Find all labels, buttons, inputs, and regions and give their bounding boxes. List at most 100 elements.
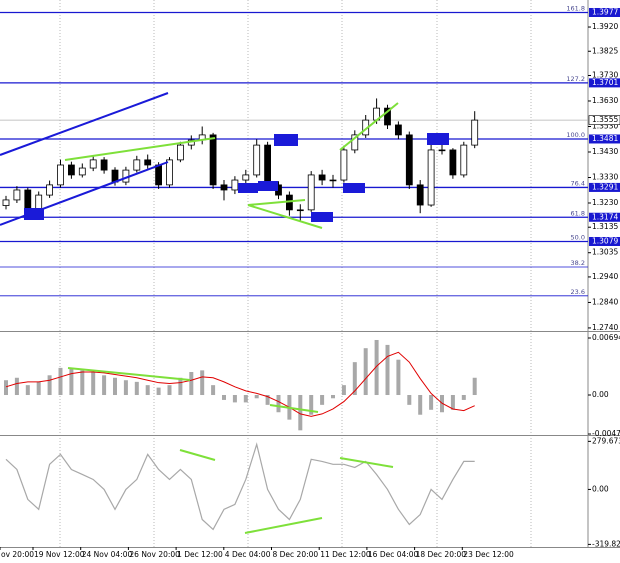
zone-box	[427, 133, 449, 145]
candle-body	[264, 144, 272, 186]
macd-bar	[352, 362, 357, 396]
price-box-label: 1.3977	[592, 7, 618, 16]
y-tick-label: 0.00	[592, 390, 609, 399]
macd-bar	[4, 380, 8, 396]
price-box	[589, 78, 620, 88]
y-tick-label: 1.3430	[592, 147, 618, 156]
candle-body	[166, 159, 173, 186]
divergence-line	[339, 102, 399, 151]
candle-body	[449, 149, 457, 176]
candle-body	[144, 159, 152, 166]
last-price-label: 1.3555	[592, 115, 618, 124]
y-tick-label: 1.3230	[592, 198, 618, 207]
macd-bar	[298, 395, 303, 431]
x-tick-label: ov 20:00	[1, 550, 34, 559]
macd-bar	[385, 344, 390, 396]
y-tick-label: 1.3330	[592, 172, 618, 181]
macd-bar	[254, 395, 259, 399]
y-tick-label: 1.3825	[592, 46, 618, 55]
macd-bar	[309, 395, 314, 415]
divergence-line	[179, 449, 216, 461]
candle-body	[176, 144, 184, 161]
y-tick-label: 1.3135	[592, 222, 618, 231]
macd-bar	[36, 381, 41, 396]
x-tick-label: 23 Dec 12:00	[463, 550, 514, 559]
candle-body	[296, 209, 304, 212]
candle-body	[100, 159, 108, 171]
x-tick-label: 1 Dec 12:00	[177, 550, 223, 559]
macd-bar	[113, 377, 117, 396]
macd-bar	[211, 385, 216, 396]
grid	[59, 0, 532, 547]
macd-bar	[472, 377, 477, 396]
y-tick-label: 279.6732	[592, 436, 620, 445]
y-tick-label: 1.2940	[592, 272, 618, 281]
candle-body	[89, 159, 97, 169]
divergence-line	[67, 367, 191, 381]
y-tick-label: 1.2740	[592, 323, 618, 332]
data-layer: 1.3920 1.3825 1.3730 1.3630 1.3530 1.3430 1.33…	[0, 4, 620, 559]
divergence-line	[247, 199, 306, 206]
macd-bar	[123, 380, 128, 396]
macd-bar	[134, 381, 139, 396]
zone-box	[258, 181, 278, 191]
fib-level-label: 76.4	[571, 179, 585, 187]
macd-bar	[14, 377, 19, 396]
y-tick-label: 1.3630	[592, 96, 618, 105]
candle-body	[394, 124, 402, 136]
macd-bar	[25, 385, 30, 396]
macd-bar	[374, 339, 379, 396]
fib-level-label: 38.2	[571, 259, 585, 267]
zone-box	[274, 134, 298, 146]
y-tick-label: 0.00	[592, 484, 609, 493]
x-tick-label: 16 Dec 04:00	[368, 550, 419, 559]
divergence-line	[247, 204, 323, 229]
fib-level-label: 161.8	[566, 4, 585, 12]
macd-bar	[243, 395, 248, 403]
macd-bar	[91, 372, 96, 396]
price-box	[589, 134, 620, 144]
last-price-box	[588, 115, 620, 125]
annotations	[0, 92, 449, 534]
candle-body	[427, 149, 435, 206]
candle-body	[438, 149, 446, 152]
candle-body	[318, 174, 326, 181]
candle-body	[231, 179, 239, 191]
macd-bar	[189, 372, 194, 396]
price-box-label: 1.3174	[592, 212, 618, 221]
zone-box	[24, 208, 44, 220]
candle-body	[405, 134, 413, 186]
price-box	[589, 236, 620, 246]
fib-level-label: 23.6	[571, 288, 585, 296]
macd-bar	[320, 395, 325, 405]
fib-level-label: 50.0	[571, 233, 585, 241]
candle-body	[384, 107, 391, 126]
fib-level-label: 100.0	[566, 131, 585, 139]
y-tick-label: 1.3730	[592, 70, 618, 79]
candle-body	[13, 189, 21, 201]
macd-bar	[341, 385, 346, 396]
macd-bar	[461, 395, 466, 400]
channel-line	[0, 92, 169, 156]
macd-bar	[450, 395, 455, 410]
candle-body	[329, 179, 337, 182]
macd-bar	[167, 385, 172, 396]
candle-body	[57, 164, 64, 186]
macd-bar	[407, 395, 412, 405]
y-tick-label: 0.00694	[592, 333, 620, 342]
candle-body	[307, 174, 315, 211]
candle-body	[460, 144, 468, 176]
candle-body	[220, 184, 228, 191]
candle-body	[133, 159, 141, 171]
x-tick-label: 26 Nov 20:00	[129, 550, 180, 559]
y-tick-label: 1.3035	[592, 248, 618, 257]
macd-bar	[58, 367, 63, 396]
macd-bar	[331, 395, 335, 399]
macd-bar	[363, 348, 368, 396]
macd-bar	[222, 395, 226, 400]
price-box	[589, 182, 620, 192]
y-tick-label: -319.822	[592, 539, 620, 548]
price-box-label: 1.3481	[592, 134, 618, 143]
